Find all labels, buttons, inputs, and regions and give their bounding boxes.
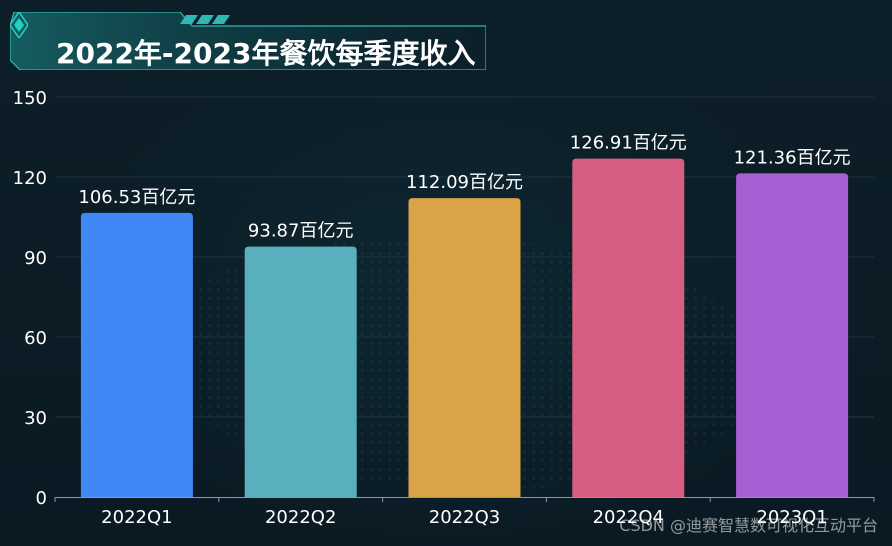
watermark: CSDN @迪赛智慧数可视化互动平台 <box>619 516 878 535</box>
chart-title: 2022年-2023年餐饮每季度收入 <box>56 37 476 70</box>
y-tick-label: 30 <box>24 408 47 429</box>
bar-2023Q1 <box>736 173 849 497</box>
data-label: 106.53百亿元 <box>78 187 195 208</box>
x-tick-label: 2022Q1 <box>101 507 172 528</box>
data-label: 112.09百亿元 <box>406 172 523 193</box>
data-label: 121.36百亿元 <box>734 147 851 168</box>
x-tick-label: 2022Q3 <box>429 507 500 528</box>
y-tick-label: 60 <box>24 328 47 349</box>
bar-2022Q2 <box>244 246 357 497</box>
y-tick-label: 150 <box>13 88 47 109</box>
x-tick-label: 2022Q4 <box>593 507 664 528</box>
bar-2022Q1 <box>80 212 193 498</box>
data-label: 126.91百亿元 <box>570 133 687 154</box>
title-banner: 2022年-2023年餐饮每季度收入 <box>10 12 486 70</box>
diamond-icon <box>10 12 28 38</box>
x-tick-label: 2023Q1 <box>756 507 827 528</box>
y-tick-label: 120 <box>13 168 47 189</box>
y-tick-label: 0 <box>36 488 47 509</box>
data-label: 93.87百亿元 <box>248 221 354 242</box>
bar-2022Q3 <box>408 198 521 498</box>
bar-2022Q4 <box>572 158 685 497</box>
x-tick-label: 2022Q2 <box>265 507 336 528</box>
y-tick-label: 90 <box>24 248 47 269</box>
title-frame <box>10 12 486 70</box>
